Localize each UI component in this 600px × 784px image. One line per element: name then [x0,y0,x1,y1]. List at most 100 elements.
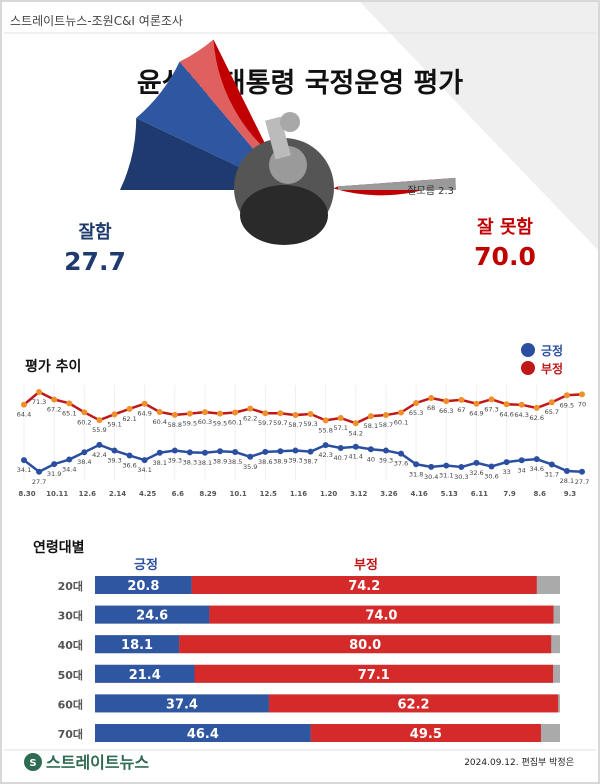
age-category-label: 70대 [58,727,83,741]
data-label: 27.7 [575,478,589,486]
data-point [428,463,435,470]
age-category-label: 30대 [58,609,83,623]
data-point [548,461,555,468]
data-label: 38.1 [152,459,166,467]
slice-label: 매우 잘못함 [317,257,371,271]
x-tick-label: 9.3 [564,490,577,498]
legend-negative-label: 부정 [541,361,563,376]
slice-value: 62.4 [319,286,361,306]
data-point [579,391,585,398]
data-label: 65.7 [545,408,559,416]
data-point [579,468,585,475]
data-label: 34.1 [137,466,151,474]
data-label: 42.3 [318,451,332,459]
data-point [413,399,420,406]
data-point [292,447,299,454]
data-label: 59.7 [258,419,272,427]
semicircle-donut-chart: 매우 잘함 14.1 잘함 13.6 잘못함 7.7 매우 잘못함 62.4 잘모름 2.3 [120,39,456,308]
donut-slice [337,177,456,190]
data-label: 64.9 [469,410,483,418]
x-tick-label: 7.9 [503,490,516,498]
age-category-label: 60대 [58,697,83,711]
x-tick-label: 12.5 [260,490,277,498]
data-label: 34.1 [17,466,31,474]
data-point [21,401,27,408]
slice-label-unknown: 잘모름 2.3 [407,185,454,197]
data-label: 58.7 [288,421,302,429]
bar-negative-label: 74.0 [365,609,397,624]
data-label: 30.4 [424,473,438,481]
data-label: 38.9 [273,457,287,465]
legend-positive-marker [521,343,535,357]
presidential-photo [234,112,334,245]
data-label: 31.7 [545,470,559,478]
data-label: 70 [578,400,586,408]
data-label: 64.3 [514,411,528,419]
bar-positive-label: 21.4 [129,668,161,683]
data-point [232,449,239,456]
slice-value: 14.1 [145,217,187,237]
bar-positive [95,635,180,654]
data-label: 27.7 [32,478,46,486]
data-label: 38.4 [77,458,91,466]
data-point [382,447,389,454]
data-label: 69.5 [560,401,574,409]
data-point [352,443,359,450]
data-point [548,399,555,406]
data-label: 38.9 [213,457,227,465]
data-label: 60.4 [152,418,166,426]
x-tick-label: 10.11 [46,490,68,498]
age-title: 연령대별 [33,539,85,556]
data-point [367,413,374,420]
positive-summary-value: 27.7 [64,247,126,276]
bar-negative [268,694,559,713]
data-point [503,401,510,408]
bar-positive-label: 18.1 [121,638,153,653]
data-point [66,456,73,463]
age-category-label: 20대 [58,579,83,593]
negative-summary-value: 70.0 [474,242,536,271]
x-tick-label: 12.6 [79,490,96,498]
data-point [156,449,163,456]
data-point [488,463,495,470]
data-point [247,453,254,460]
data-point [217,410,224,417]
bar-positive [95,694,269,713]
footer-credit: 2024.09.12. 편집부 박정은 [464,756,574,768]
trend-legend: 긍정 부정 [521,343,563,376]
data-point [262,448,269,455]
logo-mark-icon [24,753,42,771]
data-point [277,410,284,417]
data-point [66,400,73,407]
x-tick-label: 5.13 [441,490,458,498]
x-tick-label: 6.6 [172,490,185,498]
bar-negative [191,576,537,594]
data-point [533,404,540,411]
data-point [21,457,27,464]
data-label: 32.6 [469,469,483,477]
slice-label: 잘못함 [231,264,261,278]
data-point [96,441,103,448]
slice-label: 잘함 [197,234,217,248]
x-tick-label: 2.14 [109,490,126,498]
slice-value: 13.6 [178,262,220,282]
data-point [232,409,239,416]
x-tick-label: 1.20 [320,490,337,498]
data-point [171,411,178,418]
data-point [96,417,103,424]
data-point [156,408,163,415]
data-point [171,447,178,454]
data-label: 38.7 [303,458,317,466]
data-point [518,457,525,464]
bar-negative-label: 74.2 [348,579,380,594]
bar-negative [194,664,554,683]
data-label: 34.6 [530,465,544,473]
data-label: 42.4 [92,451,106,459]
data-label: 55.9 [92,426,106,434]
bar-positive-label: 37.4 [166,697,198,712]
data-label: 38.1 [198,459,212,467]
data-label: 59.7 [273,419,287,427]
data-point [473,400,480,407]
data-point [488,396,495,403]
age-negative-header: 부정 [354,557,378,573]
